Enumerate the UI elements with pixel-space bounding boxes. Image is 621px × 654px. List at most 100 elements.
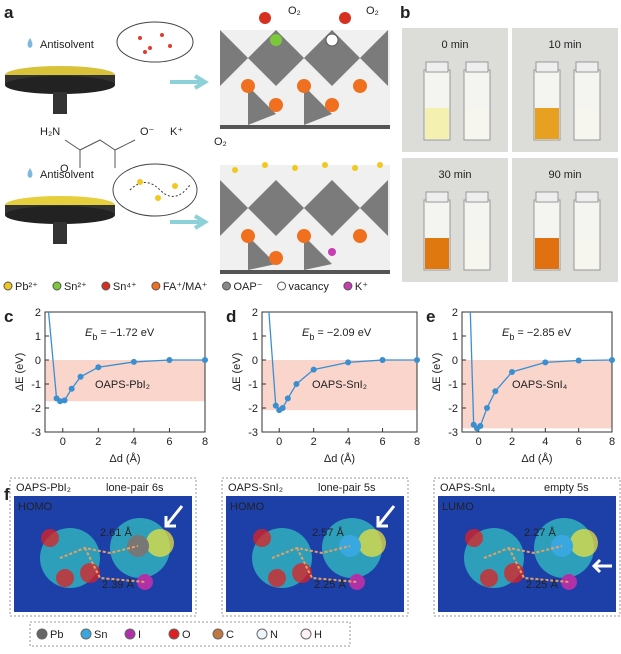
time-label: 10 min [548,39,581,51]
shape [353,229,367,243]
curve-label: OAPS-PbI₂ [95,379,150,391]
shape [220,180,388,270]
orbital-lobe [465,529,483,547]
orbital-lobe [253,529,271,547]
legend-swatch [80,628,92,640]
x-axis-label: Δd (Å) [324,452,355,465]
y-tick-label: 1 [452,331,458,343]
x-tick-label: 4 [131,436,137,448]
y-tick-label: 0 [35,355,41,367]
shape [270,34,282,46]
legend-swatch [256,628,268,640]
curve-label: OAPS-SnI₂ [312,379,367,391]
eb-text: = −2.85 eV [517,327,571,339]
shape [232,167,238,173]
y-tick-label: -1 [448,379,458,391]
point [609,357,615,363]
legend-label: N [270,629,278,641]
y-tick-label: -2 [448,403,458,415]
orbital-lobe [41,529,59,547]
label: Antisolvent [40,169,94,181]
atom [349,574,365,590]
vial-cap [465,191,489,203]
y-tick-label: -1 [248,379,258,391]
y-axis-label: ΔE (eV) [431,353,443,392]
distance: 2.61 Å [100,526,132,539]
y-tick-label: -2 [31,403,41,415]
x-tick-label: 4 [542,436,548,448]
shape [353,79,367,93]
vial-cap [465,61,489,73]
shape [155,195,161,201]
plot-frame [44,311,206,433]
shape [137,179,143,185]
shape [292,165,298,171]
vial-cap [535,61,559,73]
orbital-lobe [146,529,174,557]
x-tick-label: 8 [202,436,208,448]
legend-label: vacancy [289,281,330,293]
legend-label: K⁺ [355,281,368,293]
panel-label: a [4,3,14,22]
x-tick-label: 0 [476,436,482,448]
shape [53,222,67,244]
shape [143,50,147,54]
orbital-label: LUMO [442,501,474,513]
x-tick-label: 6 [379,436,385,448]
particles [138,33,172,54]
x-tick-label: 2 [95,436,101,448]
eb-text: = −2.09 eV [317,327,371,339]
eb-subscript: b [309,332,314,342]
y-tick-label: -3 [31,427,41,439]
x-tick-label: 2 [509,436,515,448]
crystal [220,12,390,274]
point [484,405,490,411]
point [293,381,300,387]
legend-swatch [124,628,136,640]
shape [160,33,164,37]
shape [241,79,367,112]
distance: 2.57 Å [312,526,344,539]
legend-swatch [300,628,312,640]
y-tick-label: 1 [35,331,41,343]
y-tick-label: 0 [252,355,258,367]
binding-energy-band [262,360,417,411]
point [575,357,582,364]
system-label: OAPS-SnI₂ [228,482,283,494]
shape [5,76,115,94]
chem-label: K⁺ [170,126,183,138]
point [77,373,84,380]
y-tick-label: 2 [35,307,41,319]
shape [297,229,311,243]
box [221,477,409,617]
note: lone-pair 5s [318,482,376,494]
orbital-label: HOMO [18,501,53,513]
arrow [170,214,209,230]
shape [322,162,328,168]
eb-symbol: E [85,327,93,339]
arrow [170,74,209,90]
shape [138,36,142,40]
legend-label: FA⁺/MA⁺ [163,281,208,293]
shape [377,162,383,168]
plot-frame [261,311,418,433]
plot-frame [461,311,613,433]
panel-label: c [4,307,13,326]
x-tick-label: 0 [60,436,66,448]
chem-label: O⁻ [140,126,155,138]
point [272,402,279,409]
x-axis-label: Δd (Å) [521,452,552,465]
legend-swatch [222,281,231,291]
box [433,477,621,617]
eb-subscript: b [509,332,514,342]
point [202,357,208,363]
x-tick-label: 2 [311,436,317,448]
point [279,405,286,411]
chem-label: O₂ [366,5,379,17]
legend-label: Pb²⁺ [15,281,38,293]
annotation: Eb = −2.85 eV [502,327,572,342]
y-tick-label: 2 [252,307,258,319]
arrow [376,505,396,528]
legend-swatch [212,628,224,640]
